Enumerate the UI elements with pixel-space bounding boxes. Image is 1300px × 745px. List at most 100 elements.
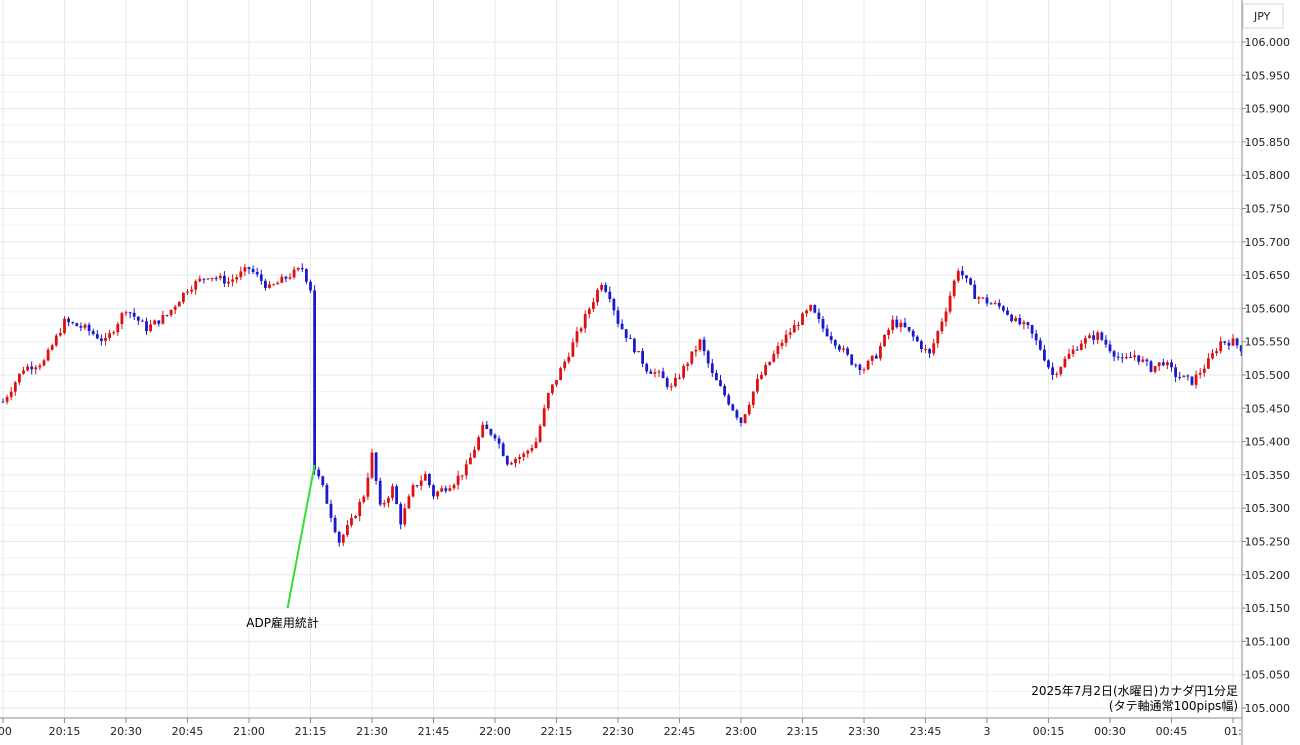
x-tick-label: :00 (0, 725, 12, 738)
candle-body (432, 485, 435, 497)
candle-body (1096, 332, 1100, 340)
candle-body (190, 289, 193, 292)
candle-body (715, 373, 718, 381)
candle-body (829, 336, 833, 341)
candle-body (1231, 338, 1235, 346)
x-tick-label: 00:30 (1094, 725, 1126, 738)
candle-body (1055, 373, 1059, 375)
candle-body (706, 351, 710, 364)
candle-body (551, 384, 554, 394)
candle-body (54, 335, 58, 346)
candle-body (784, 334, 788, 343)
y-axis-ticks: 105.000 105.050 105.100 105.150 105.200 105.2… (1242, 36, 1290, 715)
candle-body (1063, 358, 1067, 368)
candle-body (317, 469, 321, 477)
candle-body (698, 339, 702, 350)
candle-body (579, 328, 583, 332)
candle-body (75, 323, 79, 327)
candle-body (1157, 362, 1161, 367)
candle-body (264, 280, 267, 289)
candle-body (928, 348, 931, 354)
candle-body (903, 322, 907, 327)
candle-body (223, 275, 226, 284)
candle-body (407, 496, 411, 509)
candle-body (616, 310, 620, 324)
candle-body (956, 271, 960, 281)
candle-body (1194, 374, 1198, 385)
candle-body (337, 531, 341, 543)
annotation-label: ADP雇用統計 (246, 615, 319, 630)
candle-body (276, 282, 280, 285)
candle-body (1038, 340, 1042, 350)
candle-body (669, 386, 673, 388)
candle-body (34, 367, 38, 370)
x-tick-label: 23:30 (848, 725, 880, 738)
candle-body (387, 497, 390, 503)
candle-body (592, 302, 595, 310)
candle-body (1084, 338, 1087, 344)
candle-body (473, 449, 476, 458)
candle-body (165, 315, 169, 317)
candle-body (1198, 372, 1202, 375)
candle-body (764, 365, 767, 375)
candle-body (268, 284, 271, 289)
candle-body (1071, 349, 1075, 354)
candle-body (436, 491, 439, 497)
y-tick-label: 105.550 (1245, 336, 1291, 349)
candle-body (776, 346, 780, 354)
x-tick-label: 20:15 (49, 725, 81, 738)
y-tick-label: 105.150 (1245, 602, 1291, 615)
candle-body (26, 366, 29, 371)
candle-body (817, 312, 821, 319)
candle-body (444, 488, 448, 491)
candle-body (255, 271, 259, 275)
caption-line-2: (タテ軸通常100pips幅) (1109, 698, 1238, 713)
candle-body (567, 356, 571, 362)
x-tick-label: 21:45 (418, 725, 450, 738)
x-tick-label: 22:15 (541, 725, 573, 738)
candle-body (120, 313, 124, 324)
candle-body (9, 391, 13, 398)
candle-body (227, 281, 230, 284)
candle-body (46, 349, 50, 361)
candle-body (100, 338, 103, 341)
candle-body (1116, 356, 1120, 358)
candle-body (71, 322, 75, 324)
candle-body (1178, 376, 1182, 378)
y-tick-label: 105.350 (1245, 469, 1291, 482)
y-tick-label: 105.000 (1245, 702, 1291, 715)
candle-body (374, 452, 378, 481)
x-tick-label: 23:15 (787, 725, 819, 738)
candle-body (296, 268, 300, 270)
candle-body (731, 404, 735, 411)
candle-body (559, 368, 562, 381)
event-annotation: ADP雇用統計 (246, 464, 319, 630)
candle-body (727, 395, 731, 405)
candle-body (993, 302, 997, 304)
candle-body (231, 279, 234, 282)
candle-body (136, 316, 140, 321)
candle-body (13, 382, 17, 392)
candle-body (1129, 357, 1132, 359)
candle-body (50, 345, 54, 350)
candle-body (1, 401, 5, 403)
candle-body (973, 284, 977, 299)
candle-body (641, 351, 644, 364)
candle-body (1047, 360, 1050, 368)
candle-body (493, 434, 497, 439)
candle-body (243, 267, 247, 272)
candle-body (1010, 314, 1013, 322)
candle-body (866, 360, 870, 370)
candle-body (325, 485, 329, 504)
candle-body (370, 452, 374, 478)
x-tick-label: 21:30 (356, 725, 388, 738)
candle-body (1149, 361, 1153, 372)
candle-body (1002, 306, 1005, 311)
candle-body (583, 314, 587, 329)
candle-body (780, 342, 784, 347)
candle-body (59, 333, 62, 336)
candle-body (464, 464, 468, 476)
candle-body (899, 322, 903, 328)
